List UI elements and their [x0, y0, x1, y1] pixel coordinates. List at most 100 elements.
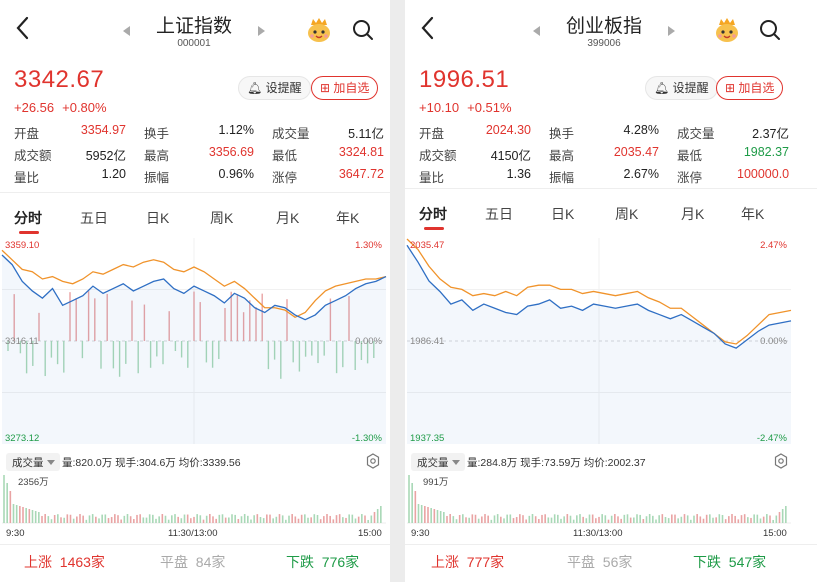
stat-value: 4.28% [623, 123, 659, 137]
stat-value: 5.11亿 [348, 127, 384, 141]
next-index-icon[interactable] [668, 26, 675, 36]
unchanged-count: 84家 [195, 554, 226, 570]
tab-3[interactable]: 周K [615, 206, 639, 222]
current-price: 3342.67 [14, 66, 105, 93]
tab-5[interactable]: 年K [741, 206, 765, 222]
divider [405, 544, 817, 545]
back-arrow-icon[interactable] [12, 14, 34, 42]
volume-indicator-selector[interactable]: 成交量 [411, 453, 465, 471]
prev-index-icon[interactable] [123, 26, 130, 36]
add-watchlist-button[interactable]: ⊞ 加自选 [716, 76, 784, 100]
decliners-count: 547家 [728, 554, 767, 570]
stat-value: 1.20 [101, 167, 126, 181]
average-price-line [406, 238, 792, 345]
time-open: 9:30 [6, 528, 25, 539]
page-title: 上证指数 [155, 16, 232, 37]
axis-low-label: 1937.35 [410, 433, 444, 444]
decliners[interactable]: 下跌 547家 [693, 552, 766, 572]
stat-label: 成交额 [419, 149, 457, 163]
stat-label: 量比 [419, 171, 445, 185]
set-alert-label: 设提醒 [672, 81, 709, 95]
advancers-label: 上涨 [24, 554, 52, 570]
decliners[interactable]: 下跌 776家 [286, 552, 359, 572]
volume-header: 成交量 量:820.0万 现手:304.6万 均价:3339.56 [0, 453, 390, 471]
set-alert-label: 设提醒 [265, 81, 302, 95]
intraday-chart[interactable]: 3359.10 1.30% 3316.11 0.00% 3273.12 -1.30% [0, 234, 390, 448]
stat-value: 3354.97 [80, 123, 126, 137]
bell-icon: 🔔︎ [654, 81, 670, 95]
tab-4[interactable]: 月K [276, 210, 300, 226]
tab-0[interactable]: 分时 [14, 210, 42, 226]
axis-mid-label: 1986.41 [410, 336, 444, 347]
stat-label: 成交额 [14, 149, 52, 163]
back-arrow-icon[interactable] [417, 14, 439, 42]
tab-1[interactable]: 五日 [80, 210, 108, 226]
axis-low-label: 3273.12 [5, 433, 39, 444]
header-bar: 上证指数 000001 [0, 0, 390, 58]
market-breadth: 上涨 1463家 平盘 84家 下跌 776家 [0, 550, 390, 574]
change-amount: +26.56 [14, 100, 55, 115]
tab-2[interactable]: 日K [146, 210, 170, 226]
unchanged-label: 平盘 [567, 554, 595, 570]
stat-label: 量比 [14, 171, 40, 185]
search-icon[interactable] [351, 18, 375, 42]
tab-2[interactable]: 日K [551, 206, 575, 222]
stat-value: 1.12% [218, 123, 254, 137]
stat-label: 涨停 [677, 171, 703, 185]
unchanged[interactable]: 平盘 84家 [160, 552, 225, 572]
average-price-line [1, 249, 387, 319]
stat-label: 最高 [549, 149, 575, 163]
advancers[interactable]: 上涨 777家 [431, 552, 504, 572]
unchanged[interactable]: 平盘 56家 [567, 552, 632, 572]
time-axis: 9:30 11:30/13:00 15:00 [405, 528, 817, 540]
mascot-icon[interactable] [713, 16, 741, 44]
stat-value: 3356.69 [208, 145, 254, 159]
stat-value: 100000.0 [737, 167, 790, 181]
bell-icon: 🔔︎ [247, 81, 263, 95]
prev-index-icon[interactable] [533, 26, 540, 36]
stat-label: 开盘 [14, 127, 40, 141]
intraday-chart[interactable]: 2035.47 2.47% 1986.41 0.00% 1937.35 -2.47% [405, 234, 795, 448]
volume-max-label: 2356万 [18, 477, 49, 488]
stat-label: 涨停 [272, 171, 298, 185]
tab-5[interactable]: 年K [336, 210, 360, 226]
set-alert-button[interactable]: 🔔︎ 设提醒 [238, 76, 311, 100]
mascot-icon[interactable] [305, 16, 333, 44]
volume-indicator-selector[interactable]: 成交量 [6, 453, 60, 471]
active-tab-indicator [424, 227, 444, 230]
time-midday: 11:30/13:00 [573, 528, 623, 539]
tab-1[interactable]: 五日 [485, 206, 513, 222]
add-watchlist-label: 加自选 [738, 81, 775, 95]
add-watchlist-button[interactable]: ⊞ 加自选 [311, 76, 379, 100]
page-title: 创业板指 [565, 16, 642, 37]
axis-low-pct-label: -2.47% [757, 433, 788, 444]
change-percent: +0.80% [62, 100, 107, 115]
price-line [406, 244, 792, 349]
price-change: +26.56 +0.80% [14, 100, 115, 115]
unchanged-label: 平盘 [160, 554, 188, 570]
plus-box-icon: ⊞ [320, 81, 331, 95]
advancers-count: 1463家 [59, 554, 105, 570]
time-close: 15:00 [763, 528, 787, 539]
stat-value: 2.37亿 [752, 127, 789, 141]
volume-header: 成交量 量:284.8万 现手:73.59万 均价:2002.37 [405, 453, 817, 471]
stat-label: 成交量 [272, 127, 310, 141]
axis-mid-label: 3316.11 [5, 336, 39, 347]
stat-label: 最高 [144, 149, 170, 163]
tab-0[interactable]: 分时 [419, 206, 447, 222]
chart-period-tabs: 分时 五日 日K 周K 月K 年K [405, 200, 817, 230]
stat-value: 0.96% [218, 167, 254, 181]
settings-gear-icon[interactable] [773, 453, 789, 469]
settings-gear-icon[interactable] [365, 453, 381, 469]
next-index-icon[interactable] [258, 26, 265, 36]
tab-3[interactable]: 周K [210, 210, 234, 226]
decliners-count: 776家 [321, 554, 360, 570]
advancers[interactable]: 上涨 1463家 [24, 552, 105, 572]
chart-period-tabs: 分时 五日 日K 周K 月K 年K [0, 204, 390, 234]
set-alert-button[interactable]: 🔔︎ 设提醒 [645, 76, 718, 100]
stat-label: 换手 [549, 127, 575, 141]
advancers-label: 上涨 [431, 554, 459, 570]
axis-high-pct-label: 1.30% [355, 240, 382, 251]
tab-4[interactable]: 月K [681, 206, 705, 222]
search-icon[interactable] [758, 18, 782, 42]
